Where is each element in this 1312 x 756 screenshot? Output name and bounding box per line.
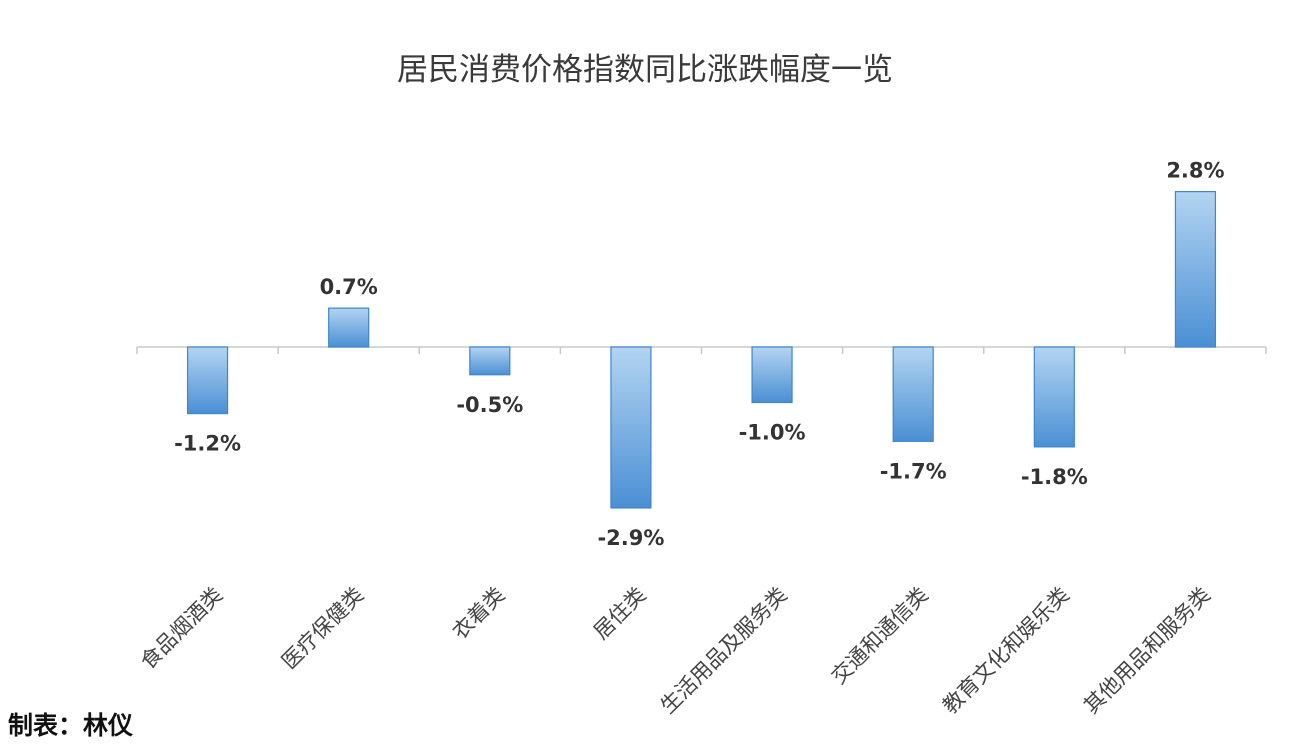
category-label: 交通和通信类	[827, 583, 933, 689]
data-label: -0.5%	[456, 393, 523, 417]
data-label: -1.7%	[880, 459, 947, 483]
category-label: 医疗保健类	[277, 583, 368, 674]
category-label: 教育文化和娱乐类	[938, 583, 1074, 719]
bar	[1033, 346, 1075, 448]
data-label: -1.2%	[174, 432, 241, 456]
chart-credit: 制表：林仪	[8, 711, 134, 740]
category-label: 衣着类	[448, 583, 510, 645]
bar	[892, 346, 934, 442]
chart-title: 居民消费价格指数同比涨跌幅度一览	[397, 52, 893, 88]
bar	[1174, 191, 1217, 348]
bar	[610, 346, 652, 509]
category-label: 食品烟酒类	[136, 583, 227, 674]
bar	[469, 346, 511, 376]
data-label: -1.0%	[739, 421, 806, 445]
data-label: -1.8%	[1021, 465, 1088, 489]
bar	[186, 346, 229, 415]
data-label: 0.7%	[320, 275, 378, 299]
data-label: 2.8%	[1166, 159, 1224, 183]
category-label: 其他用品和服务类	[1079, 583, 1215, 719]
data-label: -2.9%	[597, 526, 664, 550]
category-label: 居住类	[589, 583, 651, 645]
bar	[328, 307, 370, 348]
bar	[751, 346, 793, 404]
category-label: 生活用品及服务类	[656, 583, 792, 719]
